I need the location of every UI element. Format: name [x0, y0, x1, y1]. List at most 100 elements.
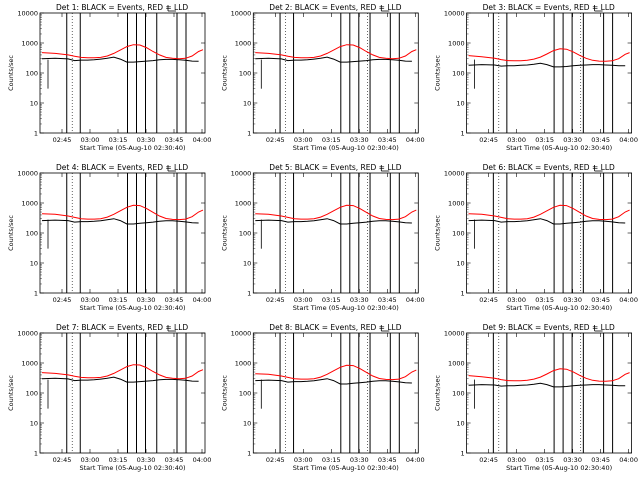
y-axis-label: Counts/sec — [7, 375, 15, 411]
events-series-line — [41, 218, 199, 225]
y-tick-label: 10 — [30, 420, 38, 428]
x-tick-label: 03:30 — [350, 456, 369, 464]
panel-det-1: Det 1: BLACK = Events, RED = LLD 1 10 100 10… — [7, 3, 368, 152]
x-tick-label: 03:30 — [563, 296, 582, 304]
plot-frame — [466, 332, 633, 454]
y-tick-label: 10000 — [17, 170, 38, 178]
lld-series-line — [41, 44, 204, 60]
y-tick-label: 10 — [243, 260, 251, 268]
y-tick-label: 100 — [26, 390, 38, 398]
y-tick-label: 1 — [460, 290, 464, 298]
plot-frame — [252, 332, 419, 454]
y-tick-label: 1000 — [448, 40, 465, 48]
panel-det-6: Det 6: BLACK = Events, RED = LLD 1 10 100 10… — [434, 163, 638, 312]
y-tick-label: 10000 — [231, 330, 252, 338]
lld-series-line — [255, 44, 417, 60]
x-tick-label: 04:00 — [193, 456, 212, 464]
x-axis-label: Start Time (05-Aug-10 02:30:40) — [506, 144, 612, 152]
y-axis-label: Counts/sec — [434, 55, 442, 91]
plot-frame — [39, 332, 206, 454]
lld-series-line — [255, 204, 417, 221]
x-tick-label: 04:00 — [193, 136, 212, 144]
y-tick-label: 10 — [30, 100, 38, 108]
events-series-line — [255, 56, 412, 63]
panel-det-7: Det 7: BLACK = Events, RED = LLD11010010… — [7, 323, 368, 472]
x-tick-label: 03:30 — [137, 296, 156, 304]
y-axis-label: Counts/sec — [434, 215, 442, 251]
x-tick-label: 03:30 — [137, 136, 156, 144]
y-axis-label: Counts/sec — [220, 55, 228, 91]
x-axis-label: Start Time (05-Aug-10 02:30:40) — [293, 464, 399, 472]
x-tick-label: 03:00 — [507, 296, 526, 304]
x-tick-label: 03:30 — [350, 296, 369, 304]
panel-det-5: Det 5: BLACK = Events, RED = LLD11010010… — [220, 163, 582, 312]
y-tick-label: 100 — [239, 390, 251, 398]
y-tick-label: 1 — [34, 290, 38, 298]
y-tick-label: 1 — [34, 130, 38, 138]
x-tick-label: 02:45 — [53, 136, 72, 144]
x-tick-label: 03:00 — [81, 456, 100, 464]
y-tick-label: 1 — [460, 130, 464, 138]
panel-title: Det 4: BLACK = Events, RED = LLD — [56, 163, 188, 172]
x-tick-label: 04:00 — [406, 136, 425, 144]
panel-det-9: Det 9: BLACK = Events, RED = LLD 1 10 100 10… — [434, 323, 638, 472]
y-axis-label: Counts/sec — [220, 375, 228, 411]
x-tick-label: 02:45 — [266, 136, 285, 144]
lld-series-line — [255, 364, 417, 381]
x-tick-label: 03:00 — [507, 136, 526, 144]
x-tick-label: 03:15 — [535, 136, 554, 144]
lld-series-line — [41, 204, 204, 221]
x-tick-label: 03:30 — [137, 456, 156, 464]
x-tick-label: 03:30 — [350, 136, 369, 144]
events-series-line — [41, 376, 199, 383]
panel-title: Det 1: BLACK = Events, RED = LLD — [56, 3, 188, 12]
y-tick-label: 1000 — [448, 200, 465, 208]
x-axis-label: Start Time (05-Aug-10 02:30:40) — [293, 144, 399, 152]
lld-series-line — [468, 204, 630, 221]
x-tick-label: 04:00 — [193, 296, 212, 304]
x-tick-label: 03:45 — [165, 296, 184, 304]
x-tick-label: 03:45 — [591, 456, 610, 464]
x-tick-label: 03:00 — [81, 296, 100, 304]
x-tick-label: 03:45 — [591, 296, 610, 304]
panel-title: Det 8: BLACK = Events, RED = LLD — [269, 323, 401, 332]
x-tick-label: 03:45 — [378, 296, 397, 304]
events-series-line — [255, 218, 412, 225]
lld-series-line — [468, 368, 630, 382]
y-tick-label: 1000 — [235, 360, 252, 368]
x-tick-label: 03:15 — [322, 456, 341, 464]
y-axis-label: Counts/sec — [7, 55, 15, 91]
y-tick-label: 1 — [34, 450, 38, 458]
x-tick-label: 03:45 — [165, 456, 184, 464]
x-tick-label: 04:00 — [619, 136, 638, 144]
x-tick-label: 03:15 — [322, 136, 341, 144]
panel-title: Det 3: BLACK = Events, RED = LLD — [483, 3, 615, 12]
y-tick-label: 1 — [247, 450, 251, 458]
x-tick-label: 03:45 — [591, 136, 610, 144]
x-axis-label: Start Time (05-Aug-10 02:30:40) — [79, 304, 185, 312]
x-tick-label: 02:45 — [53, 296, 72, 304]
y-tick-label: 1000 — [448, 360, 465, 368]
y-tick-label: 10 — [243, 420, 251, 428]
x-tick-label: 03:15 — [535, 296, 554, 304]
x-tick-label: 02:45 — [479, 456, 498, 464]
y-tick-label: 100 — [239, 70, 251, 78]
plot-frame — [252, 12, 419, 134]
x-tick-label: 04:00 — [406, 456, 425, 464]
panel-det-3: Det 3: BLACK = Events, RED = LLD 1 10 100 10… — [434, 3, 638, 152]
y-axis-label: Counts/sec — [220, 215, 228, 251]
lld-series-line — [41, 364, 204, 380]
y-tick-label: 1000 — [21, 360, 38, 368]
x-tick-label: 02:45 — [479, 296, 498, 304]
y-tick-label: 10 — [30, 260, 38, 268]
y-tick-label: 1000 — [21, 40, 38, 48]
x-tick-label: 02:45 — [479, 136, 498, 144]
y-tick-label: 1000 — [235, 200, 252, 208]
x-tick-label: 02:45 — [266, 456, 285, 464]
x-tick-label: 03:30 — [563, 456, 582, 464]
y-tick-label: 10000 — [444, 330, 465, 338]
y-tick-label: 1 — [460, 450, 464, 458]
panel-title: Det 9: BLACK = Events, RED = LLD — [483, 323, 615, 332]
lld-series-line — [468, 48, 630, 62]
panel-title: Det 7: BLACK = Events, RED = LLD — [56, 323, 188, 332]
